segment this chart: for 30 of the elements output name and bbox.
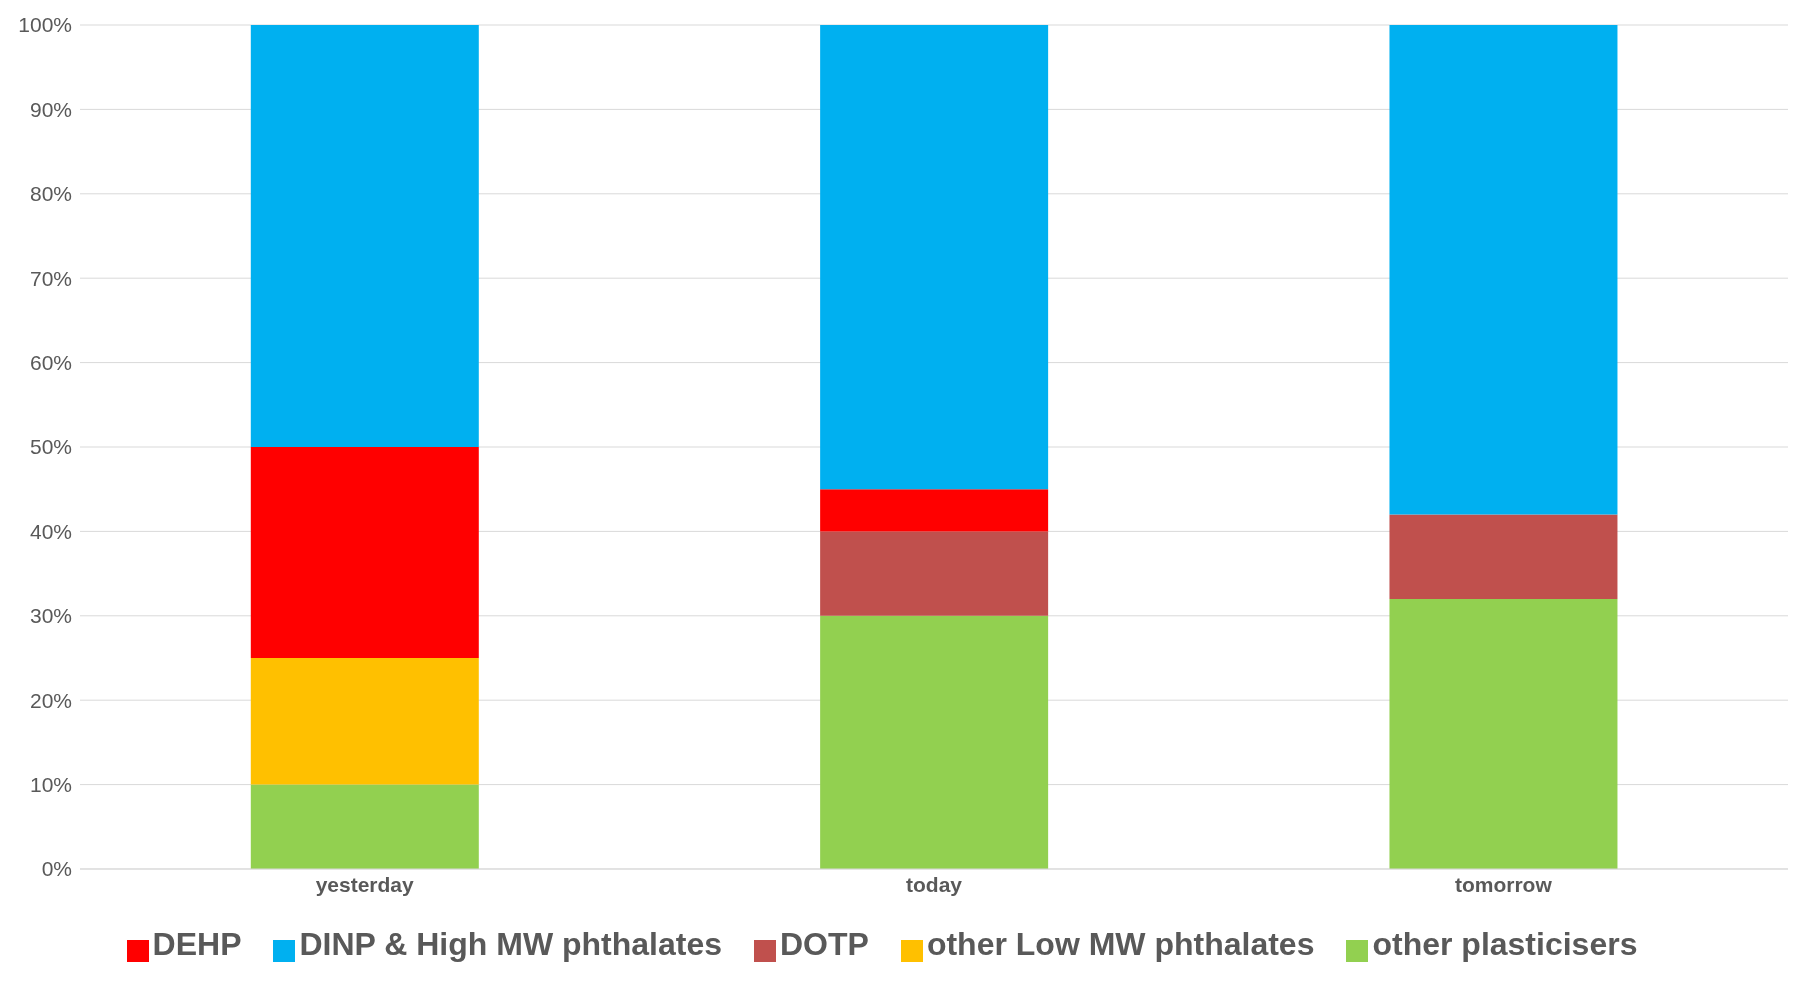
bar — [1389, 25, 1618, 515]
bar — [250, 25, 479, 447]
bar — [820, 615, 1049, 869]
bar — [250, 784, 479, 869]
x-tick-label: today — [905, 872, 963, 896]
bar — [1389, 598, 1618, 869]
y-tick-label: 90% — [29, 97, 72, 121]
bar — [250, 447, 479, 658]
y-tick-label: 30% — [29, 604, 72, 628]
y-tick-label: 80% — [29, 182, 72, 206]
bar — [820, 489, 1049, 532]
y-tick-label: 10% — [29, 773, 72, 797]
y-tick-label: 70% — [29, 266, 72, 290]
x-tick-label: yesterday — [315, 872, 415, 896]
y-tick-label: 0% — [41, 857, 72, 881]
bar — [1389, 514, 1618, 599]
y-tick-label: 60% — [29, 351, 72, 375]
legend-label: other plasticisers — [1372, 926, 1638, 962]
legend-label: DEHP — [152, 926, 242, 962]
legend-label: other Low MW phthalates — [926, 926, 1315, 962]
bar — [250, 658, 479, 785]
legend-label: DINP & High MW phthalates — [299, 926, 722, 962]
y-tick-label: 40% — [29, 519, 72, 543]
y-tick-label: 50% — [29, 435, 72, 459]
legend-label: DOTP — [780, 926, 869, 962]
y-tick-label: 20% — [29, 688, 72, 712]
y-tick-label: 100% — [18, 13, 72, 37]
x-tick-label: tomorrow — [1454, 872, 1553, 896]
bar — [820, 25, 1049, 490]
bar — [820, 531, 1049, 616]
